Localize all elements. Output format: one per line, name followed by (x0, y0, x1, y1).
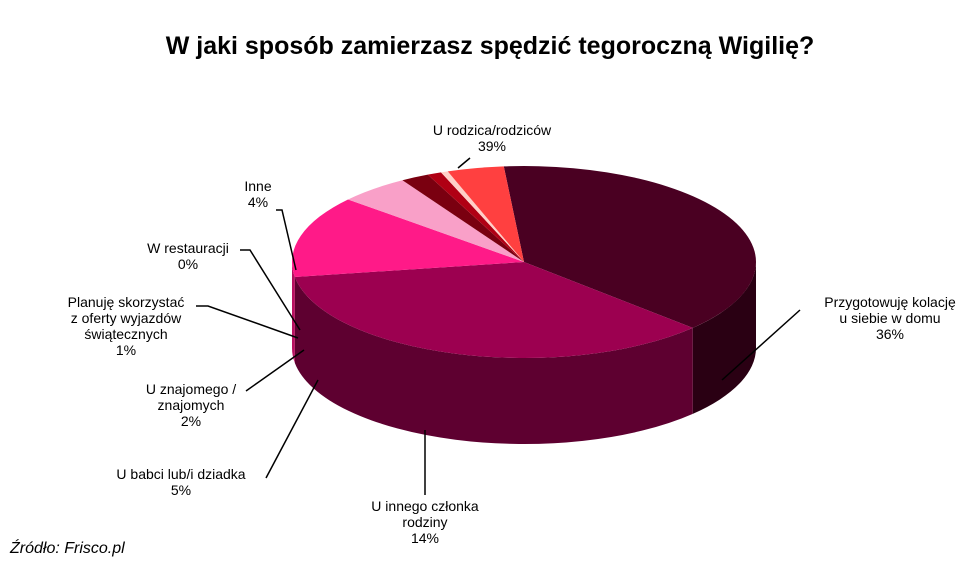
slice-label: U innego członka rodziny 14% (345, 498, 505, 546)
slice-label-value: 5% (170, 482, 192, 498)
slice-label-name: Przygotowuję kolację u siebie w domu (824, 294, 956, 326)
source-note: Źródło: Frisco.pl (10, 540, 125, 557)
leader-line (457, 157, 471, 169)
pie-slice (348, 180, 524, 262)
pie-slice (292, 199, 524, 278)
slice-label: U babci lub/i dziadka 5% (96, 466, 266, 498)
slice-label-value: 2% (180, 413, 202, 429)
leader-line (196, 305, 299, 339)
slice-label: Planuję skorzystać z oferty wyjazdów świ… (46, 294, 206, 358)
pie-slice (402, 174, 524, 262)
pie-slice (503, 166, 757, 328)
pie-slice-side (692, 262, 756, 414)
slice-label: Przygotowuję kolację u siebie w domu 36% (800, 294, 980, 342)
leader-line (276, 209, 297, 271)
slice-label-value: 4% (247, 194, 269, 210)
slice-label: W restauracji 0% (128, 240, 248, 272)
slice-label-name: Inne (244, 178, 272, 194)
pie-slice-side (292, 262, 295, 364)
leader-line (245, 349, 305, 392)
slice-label: U znajomego / znajomych 2% (126, 381, 256, 429)
slice-label-value: 0% (177, 256, 199, 272)
slice-label-name: U rodzica/rodziców (432, 122, 552, 138)
slice-label-value: 1% (115, 342, 137, 358)
slice-label-name: U babci lub/i dziadka (116, 466, 246, 482)
slice-label-value: 14% (410, 530, 440, 546)
leader-line (721, 309, 801, 381)
slice-label-name: W restauracji (147, 240, 229, 256)
slice-label: U rodzica/rodziców 39% (417, 122, 567, 154)
slice-label-name: Planuję skorzystać z oferty wyjazdów świ… (67, 294, 185, 342)
slice-label-value: 36% (875, 326, 905, 342)
slice-label-name: U innego członka rodziny (371, 498, 479, 530)
slice-label-value: 39% (477, 138, 507, 154)
slice-label: Inne 4% (228, 178, 288, 210)
pie-slice (447, 166, 524, 262)
slice-label-name: U znajomego / znajomych (145, 381, 237, 413)
leader-line (240, 249, 301, 331)
pie-slice (427, 172, 524, 262)
pie-slice-side (294, 277, 693, 444)
pie-slice (441, 171, 524, 262)
chart-title: W jaki sposób zamierzasz spędzić tegoroc… (165, 32, 815, 60)
pie-slice (294, 262, 693, 358)
leader-line (265, 379, 319, 479)
